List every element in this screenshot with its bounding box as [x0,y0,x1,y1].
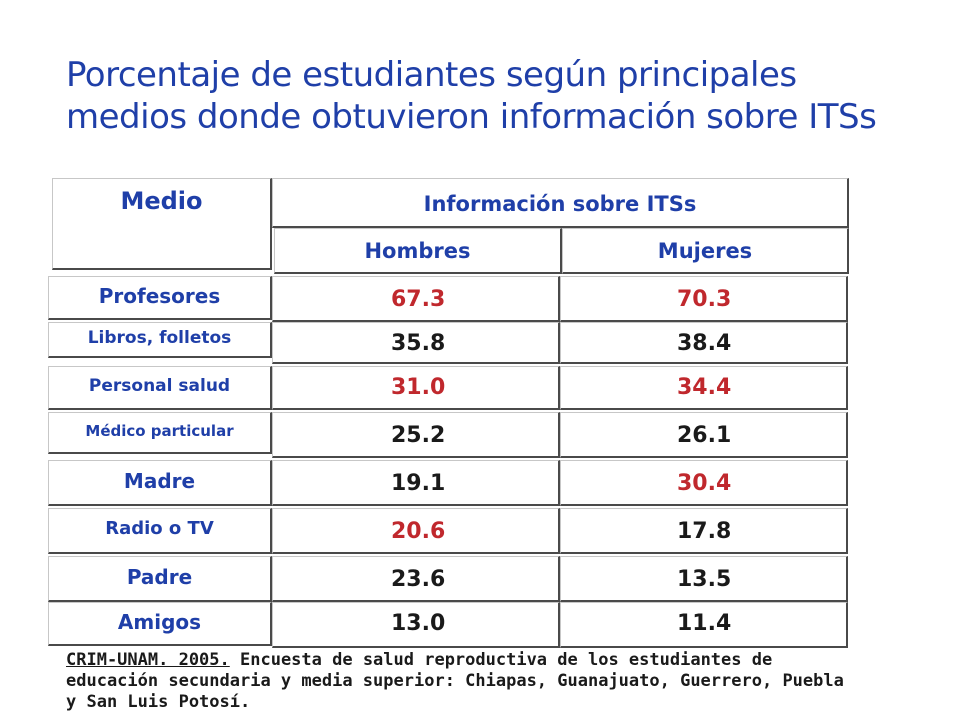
cell-mujeres: 70.3 [560,276,848,322]
mujeres-header-label: Mujeres [657,239,753,263]
cell-hombres: 20.6 [272,508,560,554]
info-header: Información sobre ITSs [272,178,849,228]
info-header-label: Información sobre ITSs [423,192,697,216]
cell-mujeres: 17.8 [560,508,848,554]
cell-value: 26.1 [677,423,732,448]
cell-value: 38.4 [677,331,732,356]
cell-mujeres: 11.4 [560,602,848,648]
row-label: Profesores [48,276,272,320]
cell-value: 35.8 [391,331,446,356]
cell-hombres: 35.8 [272,322,560,364]
row-label: Amigos [48,602,272,646]
cell-hombres: 25.2 [272,412,560,458]
row-label: Madre [48,460,272,506]
row-label: Médico particular [48,412,272,454]
cell-hombres: 31.0 [272,366,560,410]
cell-value: 17.8 [677,519,732,544]
cell-mujeres: 38.4 [560,322,848,364]
cell-value: 19.1 [391,471,446,496]
cell-value: 31.0 [391,375,446,400]
cell-value: 70.3 [677,287,732,312]
cell-value: 13.5 [677,567,732,592]
cell-hombres: 19.1 [272,460,560,506]
row-label: Padre [48,556,272,602]
cell-mujeres: 30.4 [560,460,848,506]
cell-mujeres: 34.4 [560,366,848,410]
page-title: Porcentaje de estudiantes según principa… [66,54,936,138]
row-label: Libros, folletos [48,322,272,358]
cell-value: 11.4 [677,611,732,636]
cell-value: 67.3 [391,287,446,312]
cell-value: 34.4 [677,375,732,400]
row-label: Radio o TV [48,508,272,554]
title-line-1: Porcentaje de estudiantes según principa… [66,55,797,95]
source-text: Encuesta de salud reproductiva de los es… [66,650,844,712]
cell-value: 23.6 [391,567,446,592]
title-line-2: medios donde obtuvieron información sobr… [66,97,877,137]
cell-hombres: 67.3 [272,276,560,322]
cell-value: 13.0 [391,611,446,636]
source-cite: CRIM-UNAM. 2005. [66,650,230,670]
medio-header: Medio [52,178,272,270]
cell-mujeres: 26.1 [560,412,848,458]
row-label: Personal salud [48,366,272,410]
hombres-header-label: Hombres [364,239,471,263]
source-note: CRIM-UNAM. 2005. Encuesta de salud repro… [66,650,856,713]
cell-value: 30.4 [677,471,732,496]
hombres-header: Hombres [274,228,562,274]
cell-value: 25.2 [391,423,446,448]
medio-header-label: Medio [120,187,203,215]
cell-hombres: 23.6 [272,556,560,602]
cell-hombres: 13.0 [272,602,560,648]
mujeres-header: Mujeres [562,228,849,274]
cell-mujeres: 13.5 [560,556,848,602]
cell-value: 20.6 [391,519,446,544]
